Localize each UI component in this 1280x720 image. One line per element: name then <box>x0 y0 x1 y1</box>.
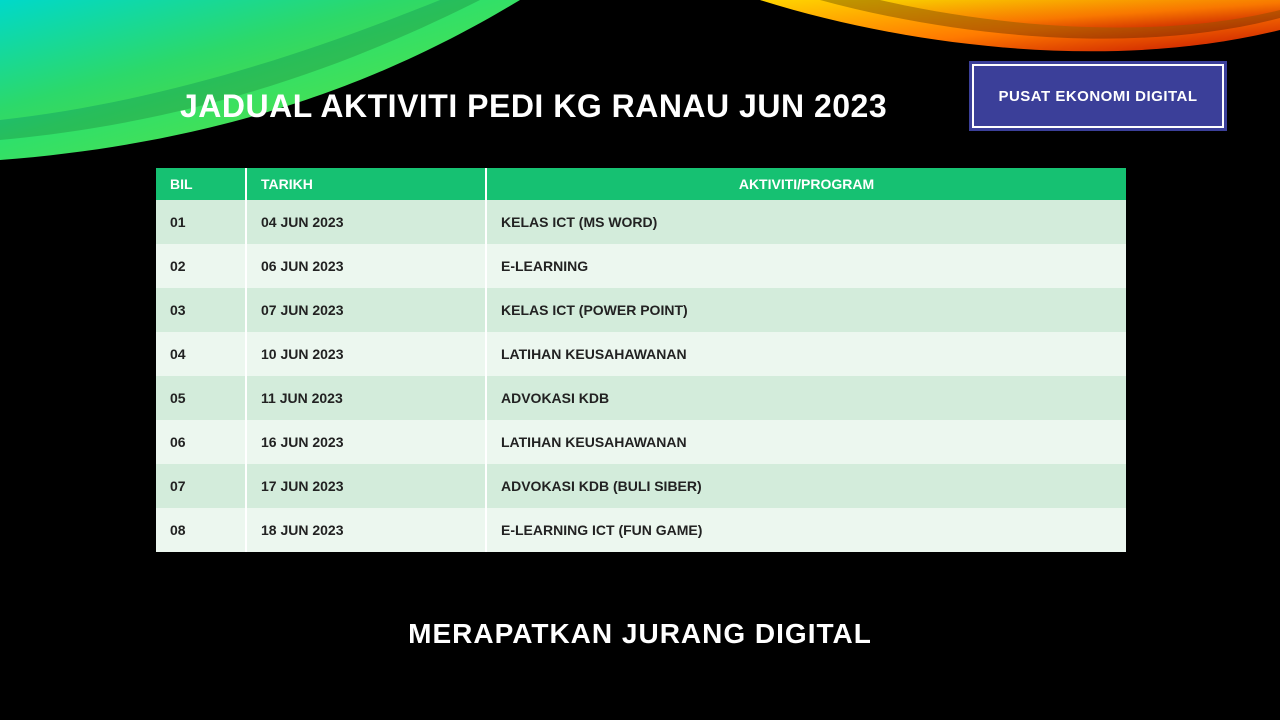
cell-tarikh: 17 JUN 2023 <box>246 464 486 508</box>
table-row: 0104 JUN 2023KELAS ICT (MS WORD) <box>156 200 1126 244</box>
cell-bil: 08 <box>156 508 246 552</box>
cell-aktiviti: E-LEARNING ICT (FUN GAME) <box>486 508 1126 552</box>
pedi-badge-label: PUSAT EKONOMI DIGITAL <box>998 88 1197 105</box>
cell-bil: 03 <box>156 288 246 332</box>
pedi-badge: PUSAT EKONOMI DIGITAL <box>972 64 1224 128</box>
cell-bil: 02 <box>156 244 246 288</box>
cell-aktiviti: ADVOKASI KDB (BULI SIBER) <box>486 464 1126 508</box>
cell-bil: 04 <box>156 332 246 376</box>
page-title: JADUAL AKTIVITI PEDI KG RANAU JUN 2023 <box>180 88 887 125</box>
cell-tarikh: 18 JUN 2023 <box>246 508 486 552</box>
table-row: 0818 JUN 2023E-LEARNING ICT (FUN GAME) <box>156 508 1126 552</box>
table-row: 0616 JUN 2023LATIHAN KEUSAHAWANAN <box>156 420 1126 464</box>
cell-bil: 07 <box>156 464 246 508</box>
cell-aktiviti: LATIHAN KEUSAHAWANAN <box>486 332 1126 376</box>
cell-aktiviti: KELAS ICT (POWER POINT) <box>486 288 1126 332</box>
cell-aktiviti: ADVOKASI KDB <box>486 376 1126 420</box>
cell-tarikh: 11 JUN 2023 <box>246 376 486 420</box>
col-header-tarikh: TARIKH <box>246 168 486 200</box>
cell-tarikh: 07 JUN 2023 <box>246 288 486 332</box>
col-header-aktiviti: AKTIVITI/PROGRAM <box>486 168 1126 200</box>
cell-aktiviti: LATIHAN KEUSAHAWANAN <box>486 420 1126 464</box>
footer-slogan: MERAPATKAN JURANG DIGITAL <box>0 618 1280 650</box>
cell-tarikh: 16 JUN 2023 <box>246 420 486 464</box>
cell-bil: 06 <box>156 420 246 464</box>
schedule-table: BIL TARIKH AKTIVITI/PROGRAM 0104 JUN 202… <box>156 168 1126 552</box>
col-header-bil: BIL <box>156 168 246 200</box>
table-row: 0206 JUN 2023E-LEARNING <box>156 244 1126 288</box>
cell-tarikh: 04 JUN 2023 <box>246 200 486 244</box>
cell-aktiviti: E-LEARNING <box>486 244 1126 288</box>
table-row: 0717 JUN 2023ADVOKASI KDB (BULI SIBER) <box>156 464 1126 508</box>
cell-bil: 01 <box>156 200 246 244</box>
cell-bil: 05 <box>156 376 246 420</box>
cell-tarikh: 10 JUN 2023 <box>246 332 486 376</box>
cell-tarikh: 06 JUN 2023 <box>246 244 486 288</box>
cell-aktiviti: KELAS ICT (MS WORD) <box>486 200 1126 244</box>
table-row: 0511 JUN 2023ADVOKASI KDB <box>156 376 1126 420</box>
table-row: 0307 JUN 2023KELAS ICT (POWER POINT) <box>156 288 1126 332</box>
table-row: 0410 JUN 2023LATIHAN KEUSAHAWANAN <box>156 332 1126 376</box>
table-header-row: BIL TARIKH AKTIVITI/PROGRAM <box>156 168 1126 200</box>
